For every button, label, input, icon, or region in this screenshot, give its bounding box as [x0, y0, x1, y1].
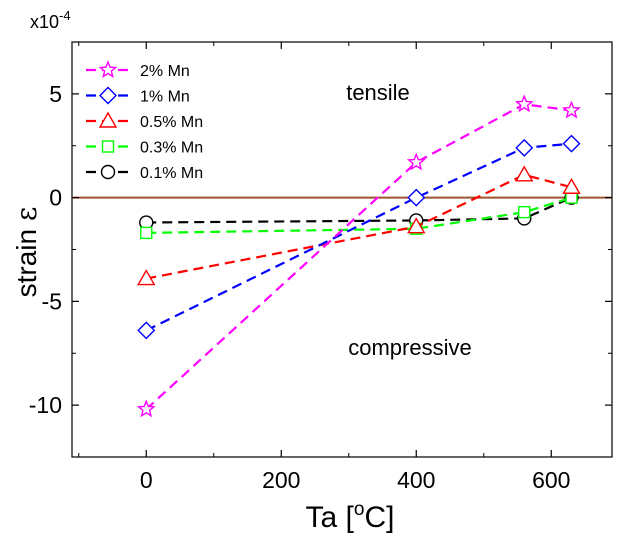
y-multiplier: x10-4	[30, 8, 71, 32]
legend-label: 0.5% Mn	[140, 114, 203, 131]
y-axis-label: strain ε	[10, 207, 43, 298]
data-point	[407, 217, 426, 234]
y-axis-label-main: strain	[11, 221, 42, 297]
data-point	[515, 165, 534, 182]
legend-marker	[99, 86, 117, 105]
legend-label: 0.1% Mn	[140, 165, 203, 182]
series-0-3-mn	[140, 191, 578, 240]
legend-label: 0.3% Mn	[140, 140, 203, 157]
series-0-5-mn	[137, 165, 581, 286]
series-line	[145, 142, 572, 332]
y-tick-label: 0	[49, 185, 62, 211]
series-line	[145, 103, 572, 411]
legend-item: 0.3% Mn	[86, 140, 203, 157]
legend-marker	[101, 140, 115, 153]
data-point	[406, 152, 426, 171]
data-point	[514, 94, 534, 113]
y-tick-label: 5	[49, 81, 62, 107]
x-axis-label-sup: o	[354, 499, 365, 520]
data-point	[136, 399, 156, 418]
data-point	[137, 321, 156, 340]
legend-label: 1% Mn	[140, 89, 190, 106]
x-tick-label: 200	[262, 467, 300, 493]
legend-marker	[100, 164, 116, 180]
legend-label: 2% Mn	[140, 63, 190, 80]
series-line	[146, 173, 572, 280]
data-point	[407, 188, 426, 207]
ticks-layer: 0 200 400 600 -10 -5 0 5	[29, 42, 612, 493]
annotation-tensile: tensile	[346, 80, 410, 105]
x-tick-label: 600	[532, 467, 570, 493]
y-axis-label-symbol: ε	[10, 207, 43, 222]
y-multiplier-exp: -4	[59, 8, 71, 23]
x-axis-label-main: Ta [	[306, 501, 355, 534]
x-axis-label-end: C]	[364, 501, 394, 534]
y-tick-label: -5	[42, 288, 62, 314]
series-layer	[136, 94, 581, 418]
series-2-mn	[136, 94, 581, 418]
series-line	[146, 196, 572, 224]
legend-item: 2% Mn	[86, 60, 190, 80]
legend: 2% Mn 1% Mn 0.5% Mn 0.3% Mn 0.1% Mn	[86, 60, 203, 182]
x-tick-label: 0	[140, 467, 153, 493]
annotation-compressive: compressive	[348, 335, 471, 360]
x-tick-label: 400	[397, 467, 435, 493]
y-multiplier-base: x10	[30, 12, 59, 32]
legend-marker	[98, 60, 118, 79]
y-tick-label: -10	[29, 392, 62, 418]
data-point	[137, 269, 156, 286]
series-1-mn	[137, 134, 581, 340]
legend-item: 0.5% Mn	[86, 111, 203, 131]
legend-marker	[98, 111, 118, 128]
data-point	[518, 205, 531, 219]
data-point	[562, 100, 581, 119]
data-point	[562, 177, 581, 194]
data-point	[515, 138, 534, 157]
legend-item: 0.1% Mn	[86, 164, 203, 182]
data-point	[562, 134, 581, 153]
legend-item: 1% Mn	[86, 86, 190, 106]
data-point	[140, 226, 153, 240]
series-line	[146, 196, 572, 234]
x-axis-label: Ta [oC]	[306, 499, 395, 534]
